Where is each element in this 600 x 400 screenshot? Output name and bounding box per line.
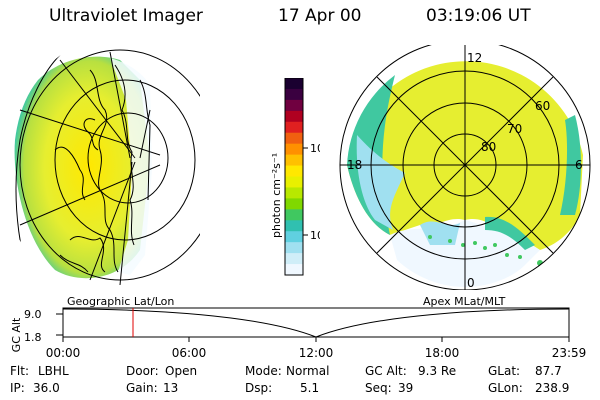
colorbar-swatch: [285, 78, 303, 90]
colorbar-swatch: [285, 88, 303, 101]
geographic-label: Geographic Lat/Lon: [67, 295, 174, 308]
lat-label-70: 70: [507, 122, 522, 136]
mlt-label-12: 12: [467, 51, 482, 65]
gcalt-value: 9.3 Re: [418, 364, 457, 378]
door-value: Open: [165, 364, 198, 378]
apex-polar-plot: 12 18 6 0 60 70 80: [339, 45, 591, 290]
altitude-curve: [62, 308, 570, 338]
colorbar-swatch: [285, 198, 303, 210]
mlt-label-0: 0: [467, 276, 475, 290]
alt-tick-9: 9.0: [24, 308, 42, 321]
color-scale: 100 10 photon cm⁻²s⁻¹: [270, 78, 320, 276]
mode-label: Mode:: [245, 364, 282, 378]
time-tick-1800: 18:00: [425, 346, 460, 360]
glat-label: GLat:: [488, 364, 521, 378]
dsp-value: 5.1: [300, 381, 320, 395]
mode-value: Normal: [286, 364, 330, 378]
mlt-label-18: 18: [347, 158, 362, 172]
date-label: 17 Apr 00: [278, 6, 362, 26]
colorbar-swatch: [285, 231, 303, 243]
door-label: Door:: [126, 364, 159, 378]
time-tick-1200: 12:00: [299, 346, 334, 360]
gcalt-label: GC Alt:: [365, 364, 407, 378]
geographic-auroral-image: [14, 49, 200, 290]
dsp-label: Dsp:: [245, 381, 273, 395]
colorbar-swatch: [285, 154, 303, 167]
flt-label: Flt:: [10, 364, 29, 378]
gain-value: 13: [163, 381, 179, 395]
colorbar-swatch: [285, 209, 303, 221]
time-tick-0600: 06:00: [172, 346, 207, 360]
colorbar-tick-label-10: 10: [310, 229, 320, 242]
lat-label-80: 80: [481, 140, 496, 154]
gain-label: Gain:: [126, 381, 158, 395]
altitude-plot-frame: [62, 307, 570, 338]
flt-value: LBHL: [38, 364, 69, 378]
altitude-timeline: Geographic Lat/Lon Apex MLat/MLT GC Alt …: [10, 295, 587, 360]
lat-label-60: 60: [535, 99, 550, 113]
colorbar-swatch: [285, 99, 303, 112]
instrument-title: Ultraviolet Imager: [49, 6, 203, 26]
time-label: 03:19:06 UT: [426, 6, 531, 26]
glat-value: 87.7: [535, 364, 562, 378]
ip-value: 36.0: [33, 381, 60, 395]
colorbar-swatch: [285, 143, 303, 156]
colorbar-tick-label-100: 100: [310, 142, 320, 155]
time-tick-0000: 00:00: [46, 346, 81, 360]
colorbar-swatch: [285, 165, 303, 177]
colorbar-swatch: [285, 242, 303, 254]
seq-label: Seq:: [365, 381, 392, 395]
colorbar-swatch: [285, 187, 303, 199]
mlt-label-6: 6: [575, 158, 583, 172]
colorbar-unit-label: photon cm⁻²s⁻¹: [270, 153, 283, 238]
alt-tick-1-8: 1.8: [24, 331, 42, 344]
colorbar-swatch: [285, 121, 303, 134]
gc-alt-axis-label: GC Alt: [10, 317, 23, 352]
colorbar-swatch: [285, 220, 303, 232]
ip-label: IP:: [10, 381, 25, 395]
colorbar-swatch: [285, 176, 303, 188]
glon-label: GLon:: [488, 381, 523, 395]
time-tick-2359: 23:59: [552, 346, 587, 360]
apex-label: Apex MLat/MLT: [423, 295, 506, 308]
colorbar-swatch: [285, 132, 303, 145]
colorbar-swatch: [285, 264, 303, 276]
colorbar-swatch: [285, 110, 303, 123]
colorbar-swatch: [285, 253, 303, 265]
glon-value: 238.9: [535, 381, 570, 395]
seq-value: 39: [398, 381, 414, 395]
